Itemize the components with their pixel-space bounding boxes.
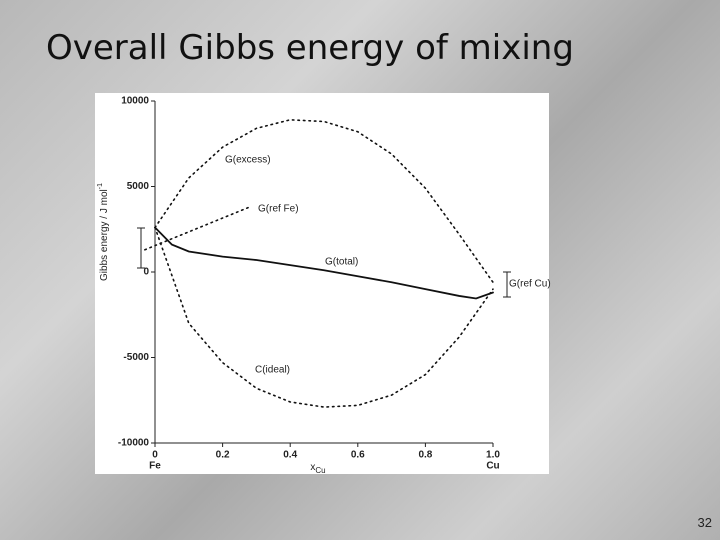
x-tick-label: 1.0 bbox=[486, 450, 500, 461]
x-tick-label: 0.8 bbox=[418, 450, 432, 461]
y-tick-label: -5000 bbox=[123, 352, 149, 363]
y-tick-label: 10000 bbox=[121, 96, 149, 107]
y-tick-label: 0 bbox=[143, 267, 149, 278]
series-line bbox=[144, 206, 251, 251]
chart-panel bbox=[95, 93, 549, 474]
y-tick-label: 5000 bbox=[127, 181, 150, 192]
x-end-label: Fe bbox=[149, 461, 161, 472]
y-axis-label-main: Gibbs energy / J mol bbox=[99, 189, 110, 281]
x-tick-label: 0.2 bbox=[216, 450, 230, 461]
series-label: G(ref Fe) bbox=[258, 204, 299, 215]
page-number: 32 bbox=[697, 515, 712, 530]
series-label: G(excess) bbox=[225, 155, 271, 166]
series-line bbox=[154, 226, 494, 408]
y-axis-label-sup: -1 bbox=[97, 183, 104, 189]
x-tick-label: 0.4 bbox=[283, 450, 297, 461]
x-tick-label: 0 bbox=[152, 450, 158, 461]
y-axis-label: Gibbs energy / J mol-1 bbox=[97, 183, 110, 281]
series-line bbox=[154, 226, 494, 300]
x-axis-label-main: x bbox=[310, 462, 315, 473]
series-label: G(total) bbox=[325, 257, 358, 268]
x-tick-label: 0.6 bbox=[351, 450, 365, 461]
series-label: C(ideal) bbox=[255, 365, 290, 376]
x-axis-label: xCu bbox=[310, 462, 325, 475]
x-axis-label-sub: Cu bbox=[315, 466, 325, 475]
x-end-label: Cu bbox=[486, 461, 499, 472]
y-tick-label: -10000 bbox=[118, 438, 150, 449]
annotation: G(ref Cu) bbox=[509, 279, 551, 290]
ref-brackets bbox=[137, 227, 511, 298]
slide-title: Overall Gibbs energy of mixing bbox=[46, 28, 574, 68]
